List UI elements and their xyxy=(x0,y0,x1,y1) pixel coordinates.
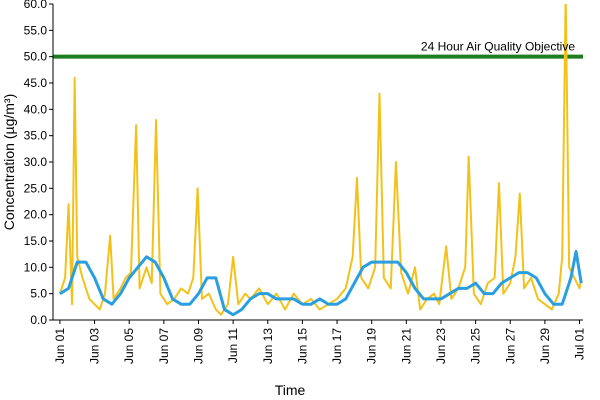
y-tick-label: 25.0 xyxy=(24,181,48,195)
y-tick-label: 20.0 xyxy=(24,208,48,222)
x-tick-label: Jun 21 xyxy=(399,328,413,364)
y-tick-label: 40.0 xyxy=(24,102,48,116)
x-tick-label: Jun 19 xyxy=(365,328,379,364)
x-tick-label: Jun 03 xyxy=(88,328,102,364)
y-tick-label: 45.0 xyxy=(24,76,48,90)
x-tick-label: Jun 09 xyxy=(191,328,205,364)
x-tick-label: Jun 05 xyxy=(122,328,136,364)
y-tick-label: 35.0 xyxy=(24,129,48,143)
x-tick-label: Jun 11 xyxy=(226,328,240,363)
x-tick-label: Jun 29 xyxy=(538,328,552,364)
y-axis-label: Concentration (µg/m³) xyxy=(1,94,17,230)
y-tick-label: 15.0 xyxy=(24,234,48,248)
y-tick-label: 50.0 xyxy=(24,50,48,64)
x-axis-label: Time xyxy=(275,382,306,398)
y-tick-label: 5.0 xyxy=(30,287,47,301)
y-tick-label: 55.0 xyxy=(24,23,48,37)
y-tick-label: 30.0 xyxy=(24,155,48,169)
x-tick-label: Jun 15 xyxy=(295,328,309,364)
x-tick-label: Jun 25 xyxy=(469,328,483,364)
x-tick-label: Jun 17 xyxy=(330,328,344,364)
x-tick-label: Jun 23 xyxy=(434,328,448,364)
x-tick-label: Jun 07 xyxy=(157,328,171,364)
threshold-label: 24 Hour Air Quality Objective xyxy=(421,40,575,54)
data-line xyxy=(59,250,583,317)
y-tick-label: 0.0 xyxy=(30,313,47,327)
plot-area xyxy=(53,4,583,317)
data-line xyxy=(58,4,583,316)
x-tick-label: Jul 01 xyxy=(573,328,587,360)
y-tick-label: 60.0 xyxy=(24,0,48,11)
x-tick-label: Jun 01 xyxy=(53,328,67,364)
x-tick-label: Jun 13 xyxy=(261,328,275,364)
y-tick-label: 10.0 xyxy=(24,260,48,274)
x-tick-label: Jun 27 xyxy=(503,328,517,364)
